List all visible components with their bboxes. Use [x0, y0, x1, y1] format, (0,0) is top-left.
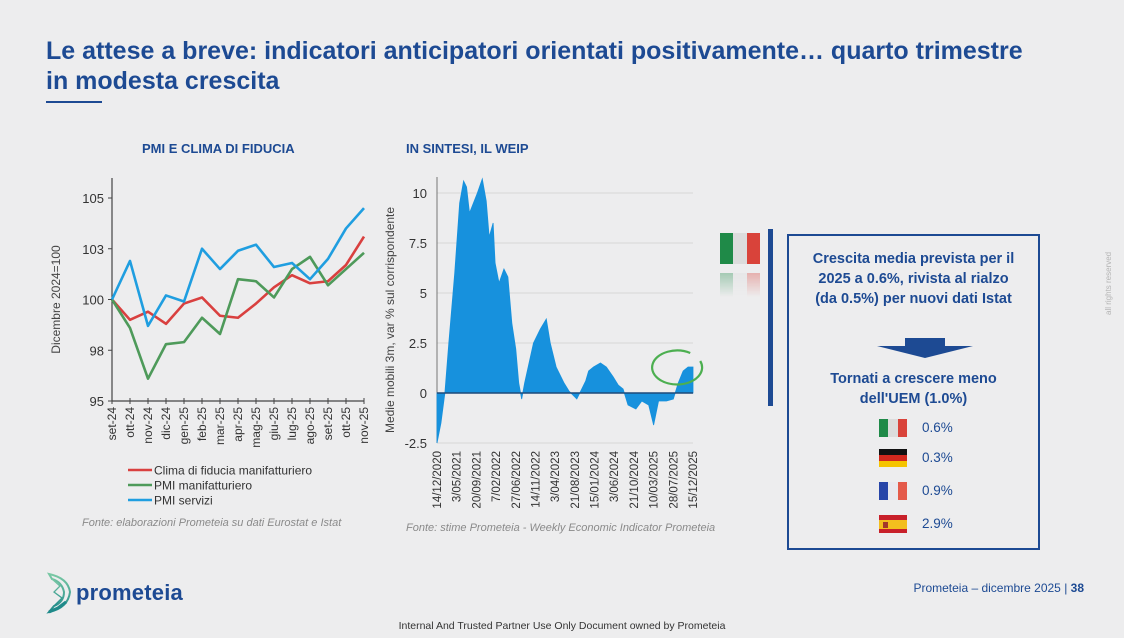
y-axis-label: Dicembre 2024=100: [49, 245, 63, 354]
x-tick-label: 3/05/2021: [452, 451, 464, 502]
x-tick-label: 14/12/2020: [432, 451, 444, 509]
y-axis-label: Medie mobili 3m, var % sul corrispondent…: [383, 207, 397, 433]
y-tick-label: 0: [420, 386, 427, 401]
legend-label: Clima di fiducia manifatturiero: [154, 464, 312, 478]
page-number: 38: [1070, 581, 1084, 595]
pmi-chart-title: PMI E CLIMA DI FIDUCIA: [142, 141, 295, 156]
x-tick-label: 14/11/2022: [530, 451, 542, 508]
x-tick-label: 20/09/2021: [471, 451, 483, 509]
x-tick-label: feb-25: [195, 407, 209, 441]
x-tick-label: 10/03/2025: [649, 451, 661, 509]
spain-growth-value: 2.9%: [922, 516, 953, 531]
x-tick-label: 15/12/2025: [688, 451, 700, 509]
footer-page-info: Prometeia – dicembre 2025 |: [913, 581, 1071, 595]
x-tick-label: 7/02/2022: [491, 451, 503, 502]
y-tick-label: 5: [420, 286, 427, 301]
pmi-chart: 95 98 100 103 105 set-24 ott-24 nov-24 dic-24 gen…: [49, 178, 371, 508]
y-tick-label: 2.5: [409, 336, 427, 351]
arrow-down-icon: [877, 338, 973, 358]
weip-source: Fonte: stime Prometeia - Weekly Economic…: [406, 522, 716, 534]
y-tick-label: 95: [90, 394, 104, 409]
x-tick-label: nov-25: [357, 407, 371, 444]
x-tick-label: ott-25: [339, 407, 353, 438]
x-tick-label: gen-25: [177, 407, 191, 445]
germany-flag-icon: [879, 449, 907, 467]
x-tick-label: 21/08/2023: [570, 451, 582, 509]
france-growth-value: 0.9%: [922, 483, 953, 498]
page-title: Le attese a breve: indicatori anticipato…: [46, 37, 1023, 95]
x-tick-label: nov-24: [141, 407, 155, 444]
y-tick-label: 10: [413, 186, 427, 201]
weip-chart-title: IN SINTESI, IL WEIP: [406, 141, 529, 156]
italy-flag-reflection: [720, 273, 760, 297]
italy-growth-value: 0.6%: [922, 420, 953, 435]
legend-label: PMI servizi: [154, 494, 213, 508]
x-tick-label: mar-25: [213, 407, 227, 445]
series-line-pmi-servizi: [110, 207, 365, 328]
x-tick-label: 3/04/2023: [550, 451, 562, 502]
brand-name: prometeia: [76, 580, 183, 605]
x-tick-label: 27/06/2022: [511, 451, 523, 509]
x-tick-label: ago-25: [303, 407, 317, 445]
confidentiality-notice: Internal And Trusted Partner Use Only Do…: [398, 620, 726, 632]
x-tick-label: ott-24: [123, 407, 137, 438]
divider-bar: [768, 229, 773, 406]
prometeia-logo: prometeia: [46, 572, 183, 614]
summary-box: Crescita media prevista per il 2025 a 0.…: [787, 234, 1040, 550]
y-tick-label: 100: [82, 293, 104, 308]
y-tick-label: 105: [82, 191, 104, 206]
y-tick-label: -2.5: [405, 436, 427, 451]
weip-area: [436, 177, 694, 444]
y-tick-label: 7.5: [409, 236, 427, 251]
spain-flag-icon: [879, 515, 907, 533]
weip-chart: -2.5 0 2.5 5 7.5 10 14/12/2020 3/05/2021 20/09/2…: [383, 177, 704, 509]
x-tick-label: 21/10/2024: [629, 450, 641, 508]
legend-label: PMI manifatturiero: [154, 479, 252, 493]
x-tick-label: mag-25: [249, 407, 263, 448]
prometeia-logo-icon: [46, 572, 72, 614]
highlight-circle: [651, 349, 704, 386]
y-tick-label: 103: [82, 242, 104, 257]
italy-flag-icon: [879, 419, 907, 437]
summary-headline: Crescita media prevista per il 2025 a 0.…: [812, 251, 1015, 307]
italy-flag-large: [720, 233, 760, 264]
x-tick-label: dic-24: [159, 407, 173, 440]
series-line-pmi-manifatturiero: [110, 251, 365, 380]
x-tick-label: set-24: [105, 407, 119, 441]
title-underline: [46, 101, 102, 103]
pmi-source: Fonte: elaborazioni Prometeia su dati Eu…: [82, 517, 342, 529]
y-tick-label: 98: [90, 343, 104, 358]
germany-growth-value: 0.3%: [922, 450, 953, 465]
page-footer: Prometeia – dicembre 2025 | 38: [913, 581, 1084, 595]
x-tick-label: 3/06/2024: [609, 450, 621, 502]
x-tick-label: apr-25: [231, 407, 245, 442]
x-tick-label: giu-25: [267, 407, 281, 441]
x-tick-label: 15/01/2024: [590, 450, 602, 508]
summary-subheadline: Tornati a crescere meno dell'UEM (1.0%): [830, 371, 997, 407]
rights-notice: all rights reserved: [1104, 251, 1113, 315]
x-tick-label: 28/07/2025: [668, 451, 680, 509]
x-tick-label: lug-25: [285, 407, 299, 441]
france-flag-icon: [879, 482, 907, 500]
x-tick-label: set-25: [321, 407, 335, 441]
